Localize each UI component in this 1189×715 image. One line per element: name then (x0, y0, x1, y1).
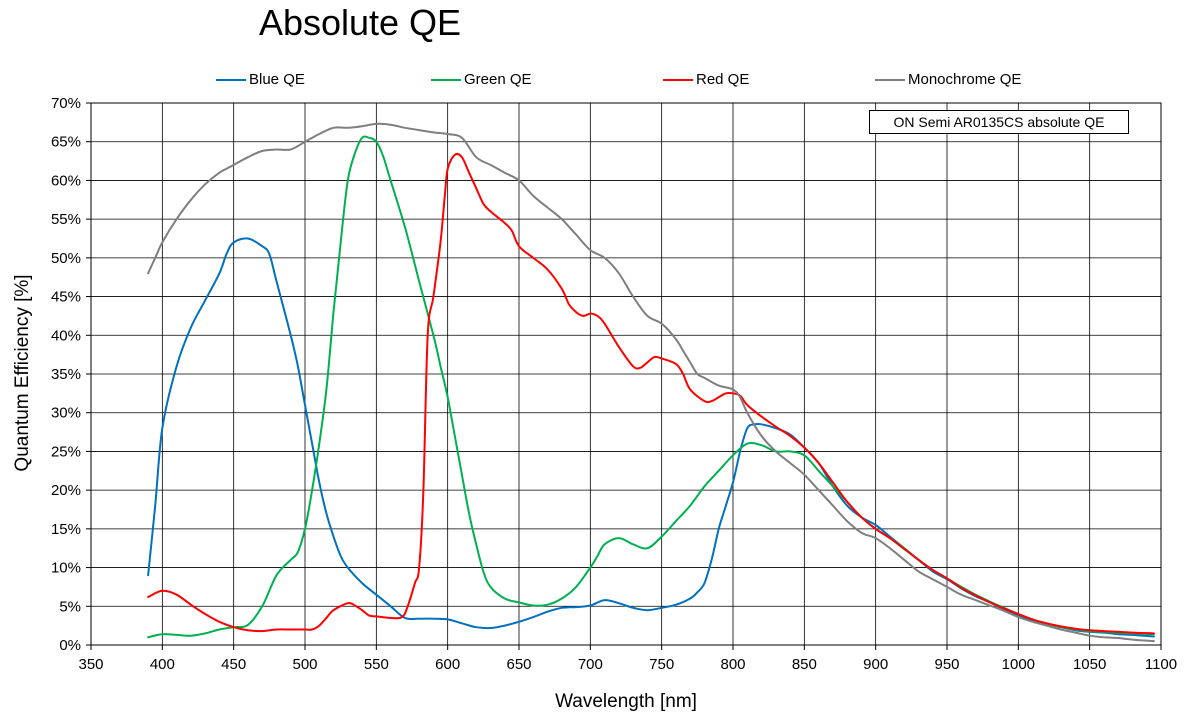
y-tick-label: 30% (51, 405, 81, 422)
x-tick-label: 700 (578, 656, 603, 673)
legend-label-green: Green QE (464, 71, 532, 88)
series-line-red (147, 152, 1155, 635)
legend-label-mono: Monochrome QE (908, 71, 1022, 88)
x-tick-label: 750 (649, 656, 674, 673)
x-tick-label: 1050 (1073, 656, 1106, 673)
x-tick-label: 450 (221, 656, 246, 673)
x-tick-label: 600 (435, 656, 460, 673)
grid (86, 102, 1162, 650)
y-tick-label: 50% (51, 250, 81, 267)
y-tick-label: 20% (51, 482, 81, 499)
legend-swatch-blue (216, 78, 246, 81)
series-line-green (147, 135, 1155, 639)
tick-labels: 350 400 450 500 550 600 650 700 750 800 850 900 950 1… (51, 95, 1177, 673)
series-line-blue (147, 237, 1155, 638)
legend-item-mono: Monochrome QE (875, 71, 1021, 88)
y-axis-label: Quantum Efficiency [%] (12, 274, 33, 471)
y-tick-label: 0% (59, 637, 81, 654)
legend-label-red: Red QE (696, 71, 750, 88)
y-tick-label: 55% (51, 211, 81, 228)
legend-item-blue: Blue QE (216, 71, 305, 88)
y-tick-label: 70% (51, 95, 81, 112)
legend-swatch-red (663, 78, 693, 81)
legend-label-blue: Blue QE (249, 71, 305, 88)
y-tick-label: 15% (51, 521, 81, 538)
plot-frame (90, 102, 1162, 646)
y-tick-label: 5% (59, 598, 81, 615)
legend-item-red: Red QE (663, 71, 749, 88)
y-tick-label: 40% (51, 327, 81, 344)
x-tick-label: 500 (292, 656, 317, 673)
legend-swatch-mono (875, 78, 905, 81)
x-tick-label: 850 (792, 656, 817, 673)
x-tick-label: 900 (863, 656, 888, 673)
y-tick-label: 25% (51, 443, 81, 460)
chart-annotation: ON Semi AR0135CS absolute QE (869, 110, 1129, 134)
y-tick-label: 45% (51, 289, 81, 306)
x-tick-label: 800 (720, 656, 745, 673)
x-axis-label: Wavelength [nm] (555, 691, 697, 712)
y-tick-label: 35% (51, 366, 81, 383)
x-tick-label: 400 (150, 656, 175, 673)
y-tick-label: 10% (51, 560, 81, 577)
x-tick-label: 1000 (1002, 656, 1035, 673)
y-tick-label: 60% (51, 172, 81, 189)
x-tick-label: 550 (364, 656, 389, 673)
x-tick-label: 1100 (1145, 656, 1177, 673)
x-tick-label: 650 (506, 656, 531, 673)
legend-swatch-green (431, 78, 461, 81)
series-line-mono (147, 122, 1155, 643)
series-group (147, 122, 1155, 643)
legend: Blue QE Green QE Red QE Monochrome QE (0, 71, 1189, 91)
legend-item-green: Green QE (431, 71, 532, 88)
chart-title: Absolute QE (258, 2, 462, 43)
y-tick-label: 65% (51, 134, 81, 151)
x-tick-label: 950 (934, 656, 959, 673)
x-tick-label: 350 (78, 656, 103, 673)
